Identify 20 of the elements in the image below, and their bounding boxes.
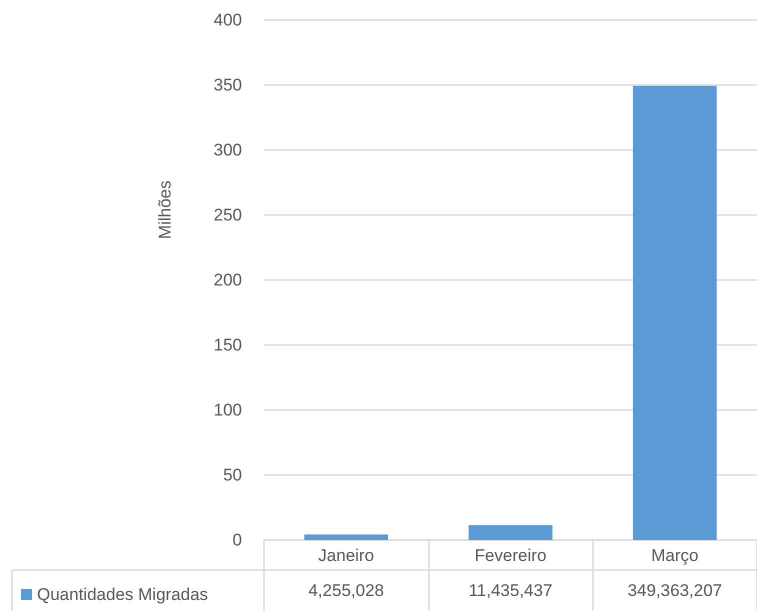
y-tick-label: 50	[223, 466, 242, 484]
text: 4,255,028	[308, 581, 384, 600]
y-tick-label: 100	[214, 400, 242, 420]
y-tick-label: 200	[214, 270, 242, 290]
text: 11,435,437	[468, 581, 552, 600]
y-tick-label: 250	[214, 206, 242, 224]
y-tick-label: 400	[214, 10, 242, 30]
y-tick-label: 0	[232, 530, 242, 550]
y-tick-label: 150	[214, 336, 242, 354]
x-tick-label: Fevereiro	[474, 546, 546, 565]
legend-label: Quantidades Migradas	[37, 585, 208, 604]
x-tick-label: Janeiro	[318, 546, 374, 565]
bar	[632, 86, 717, 540]
x-tick-label: Março	[651, 546, 698, 565]
bar	[304, 534, 388, 540]
y-tick-label: 300	[214, 140, 242, 160]
y-axis-title: Milhões	[156, 180, 174, 240]
y-tick-label: 350	[214, 76, 242, 94]
text: 349,363,207	[628, 581, 722, 600]
bar	[468, 525, 552, 540]
